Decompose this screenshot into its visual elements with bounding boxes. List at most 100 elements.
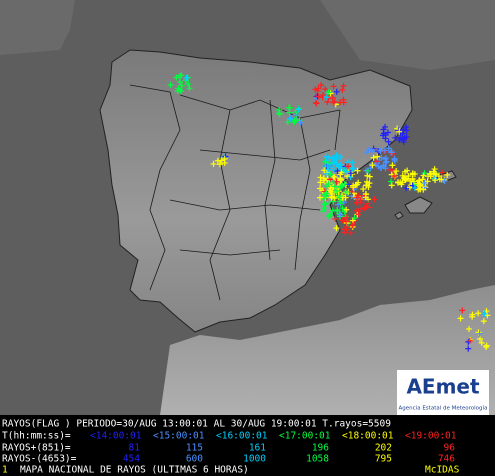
lightning-strike <box>216 161 223 168</box>
lightning-strike <box>333 225 340 232</box>
portugal-border <box>129 84 181 291</box>
lightning-strike <box>403 127 410 134</box>
lightning-strike <box>395 127 402 134</box>
lightning-strike <box>469 311 476 318</box>
lightning-strike <box>343 218 350 225</box>
lightning-strike <box>427 173 434 180</box>
lightning-strike <box>320 177 327 184</box>
lightning-strike <box>178 82 185 89</box>
lightning-strike <box>389 162 396 169</box>
lightning-strike <box>315 93 322 100</box>
lightning-strike <box>295 106 302 113</box>
lightning-strike <box>315 85 322 92</box>
lightning-strike <box>444 171 451 178</box>
lightning-strike <box>386 166 393 173</box>
lightning-strike <box>362 191 369 198</box>
lightning-strike <box>284 119 291 126</box>
lightning-strike <box>342 189 349 196</box>
lightning-strike <box>345 163 352 170</box>
positive-count: 161 <box>249 443 266 454</box>
lightning-strike <box>318 82 325 89</box>
lightning-strike <box>402 168 409 175</box>
lightning-strike <box>459 307 466 314</box>
lightning-strike <box>370 154 377 161</box>
negative-count: 600 <box>186 454 203 465</box>
positive-label: RAYOS+(851)= <box>2 443 71 454</box>
lightning-strike <box>322 170 329 177</box>
footer-source: McIDAS <box>425 465 460 476</box>
lightning-strike <box>374 153 381 160</box>
lightning-strike <box>286 109 293 116</box>
lightning-strike <box>340 199 347 206</box>
lightning-strike <box>365 147 372 154</box>
lightning-strike <box>330 198 337 205</box>
lightning-strike <box>438 169 445 176</box>
lightning-strike <box>328 190 335 197</box>
lightning-strike <box>392 134 399 141</box>
lightning-strike <box>332 216 339 223</box>
province-borders <box>169 94 341 301</box>
lightning-strike <box>323 94 330 101</box>
lightning-strike <box>322 86 329 93</box>
time-label: T(hh:mm:ss)= <box>2 431 71 442</box>
lightning-strike <box>327 185 334 192</box>
lightning-strike <box>401 134 408 141</box>
lightning-strike <box>350 165 357 172</box>
lightning-strike <box>322 153 329 160</box>
lightning-strike <box>466 337 473 344</box>
lightning-strike <box>221 159 228 166</box>
lightning-strike <box>322 201 329 208</box>
lightning-strike <box>478 339 485 346</box>
lightning-strike <box>396 137 403 144</box>
negative-count: 1000 <box>243 454 266 465</box>
lightning-strike <box>382 165 389 172</box>
time-column: <18:00:01 <box>342 431 394 442</box>
lightning-strike <box>317 179 324 186</box>
lightning-strike <box>349 159 356 166</box>
lightning-strike <box>286 104 293 111</box>
lightning-strike <box>402 123 409 130</box>
lightning-strike <box>339 86 346 93</box>
lightning-strike <box>173 74 180 81</box>
lightning-strike <box>355 179 362 186</box>
lightning-strike <box>330 83 337 90</box>
lightning-strike <box>343 214 350 221</box>
time-column: <16:00:01 <box>216 431 268 442</box>
lightning-strike <box>337 211 344 218</box>
lightning-strike <box>355 208 362 215</box>
negative-label: RAYOS-(4653)= <box>2 454 77 465</box>
lightning-strike <box>393 168 400 175</box>
lightning-strike <box>388 149 395 156</box>
info-panel <box>0 415 495 476</box>
lightning-strike <box>383 158 390 165</box>
header-line: RAYOS(FLAG ) PERIODO=30/AUG 13:00:01 AL … <box>2 419 391 430</box>
footer-index: 1 <box>2 465 8 476</box>
iberian-peninsula <box>99 49 413 333</box>
lightning-strike <box>325 89 332 96</box>
lightning-strike <box>380 132 387 139</box>
lightning-strike <box>337 184 344 191</box>
negative-count: 746 <box>438 454 455 465</box>
lightning-strike <box>322 163 329 170</box>
lightning-strike <box>183 74 190 81</box>
lightning-strike <box>343 224 350 231</box>
lightning-strike <box>396 128 403 135</box>
lightning-strike <box>364 200 371 207</box>
lightning-strike <box>399 130 406 137</box>
time-column: <15:00:01 <box>153 431 205 442</box>
lightning-strike <box>331 174 338 181</box>
lightning-strike <box>321 167 328 174</box>
lightning-strike <box>348 229 355 236</box>
lightning-strike <box>380 148 387 155</box>
lightning-strike <box>339 194 346 201</box>
lightning-strike <box>348 188 355 195</box>
lightning-strike <box>385 138 392 145</box>
positive-count: 196 <box>312 443 329 454</box>
logo-name: AEmet <box>406 375 480 399</box>
lightning-strike <box>378 154 385 161</box>
lightning-strike <box>483 343 490 350</box>
lightning-strike <box>321 191 328 198</box>
positive-count: 96 <box>444 443 456 454</box>
lightning-strike <box>350 184 357 191</box>
lightning-strike <box>465 345 472 352</box>
